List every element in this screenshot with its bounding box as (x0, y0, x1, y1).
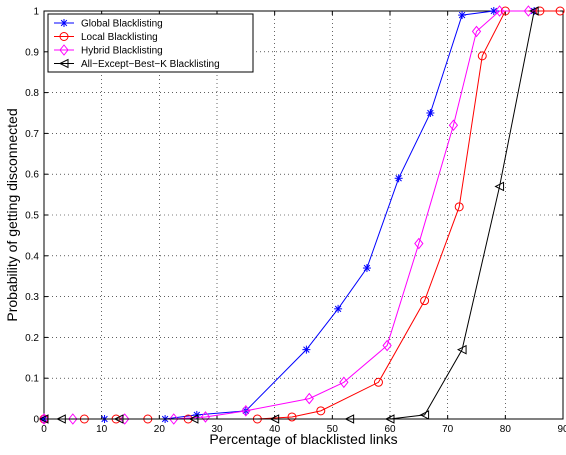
data-point (419, 410, 430, 420)
data-point (471, 25, 482, 38)
data-point (39, 413, 49, 425)
data-point (454, 202, 464, 212)
grid-lines (44, 11, 563, 419)
data-point (344, 414, 355, 424)
data-point (316, 406, 326, 416)
legend-label: All−Except−Best−K Blacklisting (81, 59, 220, 70)
x-axis-title: Percentage of blacklisted links (209, 431, 397, 447)
legend-label: Local Blacklisting (81, 32, 158, 43)
legend-marker (59, 32, 69, 41)
legend: Global Blacklisting Local Blacklisting Hyb… (47, 13, 254, 73)
data-point (494, 181, 505, 192)
series-line (44, 10, 535, 420)
data-point (535, 6, 545, 16)
legend-marker (59, 44, 69, 56)
data-point (456, 344, 467, 355)
data-point (394, 174, 403, 183)
x-tick-label: 40 (269, 424, 281, 435)
x-tick-label: 20 (154, 424, 166, 435)
x-tick-label: 60 (384, 424, 396, 435)
legend-marker (58, 58, 69, 69)
data-point (426, 109, 435, 117)
y-tick-label: 0.9 (25, 47, 39, 58)
data-point (188, 414, 199, 424)
data-point (523, 5, 534, 17)
legend-item: Global Blacklisting (54, 19, 163, 30)
x-tick-label: 10 (96, 424, 108, 435)
data-point (382, 339, 392, 352)
y-tick-label: 0 (33, 415, 39, 426)
data-point (120, 413, 130, 425)
legend-marker (60, 19, 68, 27)
data-point (529, 6, 539, 16)
y-tick-label: 0.4 (25, 251, 39, 262)
data-point (302, 345, 311, 354)
data-point (373, 377, 383, 387)
x-tick-label: 50 (327, 424, 339, 435)
x-tick-label: 70 (442, 424, 454, 435)
legend-label: Hybrid Blacklisting (81, 46, 163, 57)
y-tick-label: 0.3 (25, 292, 39, 303)
data-point (384, 414, 395, 424)
x-tick-label: 90 (557, 424, 566, 435)
data-point (200, 411, 211, 423)
data-point (113, 414, 124, 424)
data-point (241, 405, 251, 417)
data-point (414, 237, 424, 250)
y-axis-title: Probability of getting disconnected (4, 108, 20, 321)
series-layer (38, 5, 565, 425)
y-tick-label: 1 (33, 7, 39, 18)
axis-ticks: 0 10 20 30 40 50 60 70 80 90 0 0.1 0.2 0.3 0.4 0.5 0.6 0.… (25, 7, 566, 436)
data-point (334, 304, 343, 313)
legend-item: All−Except−Best−K Blacklisting (54, 58, 220, 70)
data-point (56, 414, 66, 424)
y-tick-label: 0.6 (25, 170, 39, 181)
data-point (477, 51, 487, 61)
data-point (448, 119, 459, 132)
series-3 (38, 6, 539, 424)
x-tick-label: 80 (500, 424, 512, 435)
data-point (489, 7, 498, 15)
legend-box (47, 13, 254, 73)
data-point (494, 5, 505, 17)
y-tick-label: 0.1 (25, 374, 39, 385)
data-point (287, 412, 297, 422)
y-tick-label: 0.5 (25, 211, 39, 222)
x-tick-label: 0 (41, 424, 47, 435)
data-point (555, 6, 565, 16)
data-point (362, 264, 371, 273)
data-point (420, 296, 430, 306)
data-point (68, 413, 78, 425)
data-point (458, 11, 467, 20)
data-point (339, 376, 349, 389)
y-tick-label: 0.7 (25, 129, 39, 140)
y-tick-label: 0.2 (25, 333, 39, 344)
data-point (304, 392, 314, 405)
legend-label: Global Blacklisting (81, 19, 163, 30)
x-tick-label: 30 (211, 424, 223, 435)
data-point (38, 414, 49, 424)
data-point (169, 413, 179, 425)
legend-item: Local Blacklisting (54, 32, 158, 43)
y-tick-label: 0.8 (25, 88, 39, 99)
legend-item: Hybrid Blacklisting (54, 44, 163, 57)
data-point (269, 414, 280, 424)
